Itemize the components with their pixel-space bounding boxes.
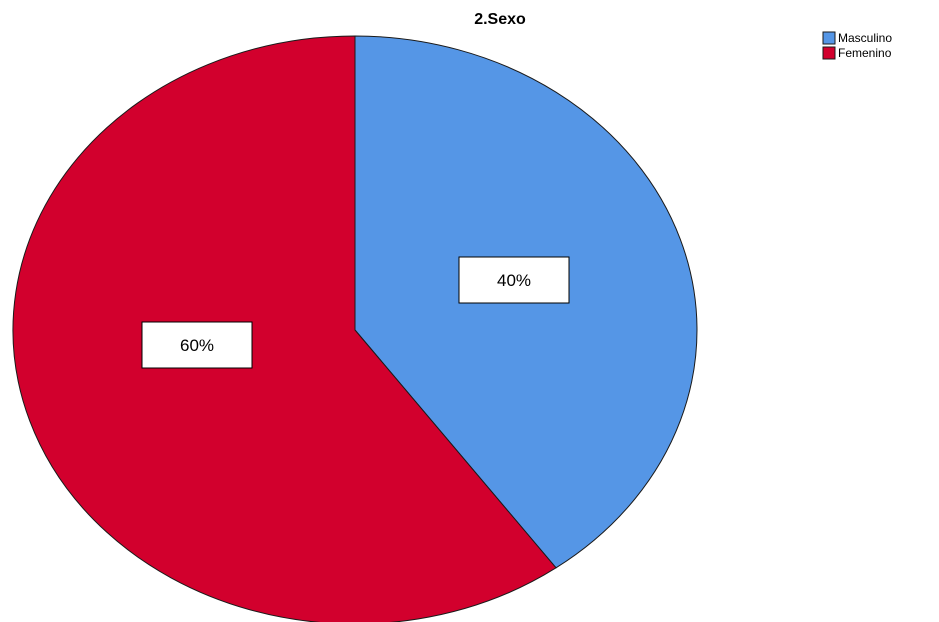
data-label-femenino: 60% bbox=[180, 336, 214, 355]
data-label-box-masculino bbox=[458, 256, 570, 304]
data-label-box-femenino bbox=[141, 321, 253, 369]
chart-title: 2.Sexo bbox=[474, 11, 526, 28]
legend-swatch-femenino bbox=[822, 46, 836, 60]
pie-slices bbox=[12, 35, 698, 622]
data-label-masculino: 40% bbox=[497, 271, 531, 290]
legend-label-masculino: Masculino bbox=[838, 31, 892, 45]
legend-swatch-masculino bbox=[822, 31, 836, 45]
pie-slice-femenino bbox=[12, 35, 557, 622]
legend-label-femenino: Femenino bbox=[838, 46, 892, 60]
data-labels: 40% 60% bbox=[141, 256, 570, 369]
